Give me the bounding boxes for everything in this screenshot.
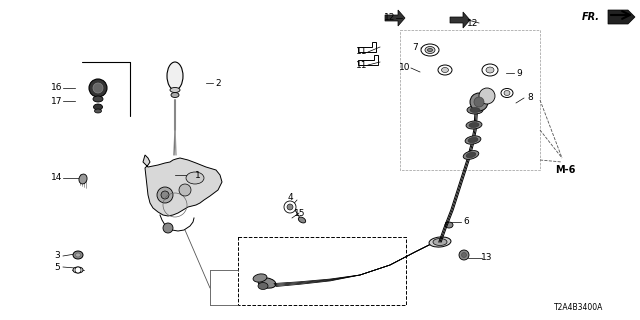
Ellipse shape (167, 62, 183, 90)
Text: 13: 13 (481, 253, 493, 262)
Circle shape (161, 191, 169, 199)
Bar (238, 237, 406, 305)
Polygon shape (450, 12, 470, 28)
Ellipse shape (504, 91, 510, 95)
Ellipse shape (253, 274, 267, 282)
Circle shape (93, 83, 103, 93)
Circle shape (75, 267, 81, 273)
Circle shape (479, 88, 495, 104)
Ellipse shape (93, 96, 103, 102)
Text: 17: 17 (51, 97, 63, 106)
Text: 15: 15 (294, 209, 306, 218)
Ellipse shape (421, 44, 439, 56)
Ellipse shape (429, 237, 451, 247)
Text: 6: 6 (463, 218, 469, 227)
Text: 2: 2 (215, 78, 221, 87)
Ellipse shape (486, 67, 494, 73)
Polygon shape (143, 155, 222, 216)
Text: 8: 8 (527, 93, 533, 102)
Text: 11: 11 (356, 47, 368, 57)
Ellipse shape (470, 108, 480, 113)
Ellipse shape (469, 123, 479, 128)
Circle shape (284, 201, 296, 213)
Ellipse shape (442, 68, 449, 73)
Text: 10: 10 (399, 63, 411, 73)
Text: FR.: FR. (582, 12, 600, 22)
Ellipse shape (298, 217, 306, 223)
Polygon shape (385, 10, 405, 26)
Ellipse shape (171, 92, 179, 98)
Circle shape (459, 250, 469, 260)
Ellipse shape (445, 222, 453, 228)
Text: 11: 11 (356, 60, 368, 69)
Text: M-6: M-6 (555, 165, 575, 175)
Circle shape (163, 223, 173, 233)
Ellipse shape (467, 106, 483, 114)
Ellipse shape (93, 104, 102, 110)
Text: 12: 12 (467, 19, 479, 28)
Text: 5: 5 (54, 263, 60, 273)
Text: 7: 7 (412, 44, 418, 52)
Text: 4: 4 (287, 194, 293, 203)
Circle shape (157, 187, 173, 203)
Ellipse shape (79, 174, 87, 184)
Ellipse shape (466, 121, 482, 129)
Text: 16: 16 (51, 84, 63, 92)
Ellipse shape (425, 46, 435, 53)
Circle shape (470, 93, 488, 111)
Circle shape (179, 184, 191, 196)
Circle shape (89, 79, 107, 97)
Ellipse shape (258, 283, 268, 290)
Ellipse shape (466, 152, 476, 158)
Ellipse shape (76, 253, 81, 257)
Ellipse shape (438, 65, 452, 75)
Ellipse shape (501, 89, 513, 98)
Text: 3: 3 (54, 252, 60, 260)
Ellipse shape (465, 136, 481, 144)
Circle shape (461, 252, 467, 258)
Ellipse shape (482, 64, 498, 76)
Ellipse shape (463, 151, 479, 159)
Circle shape (474, 97, 484, 107)
Ellipse shape (468, 137, 478, 143)
Polygon shape (358, 55, 378, 65)
Ellipse shape (258, 278, 276, 288)
Polygon shape (358, 42, 376, 52)
Ellipse shape (95, 109, 102, 113)
Ellipse shape (73, 267, 83, 273)
Ellipse shape (433, 238, 447, 245)
Polygon shape (608, 10, 635, 24)
Text: 14: 14 (51, 173, 63, 182)
Ellipse shape (170, 87, 180, 92)
Ellipse shape (73, 251, 83, 259)
Text: 12: 12 (384, 13, 396, 22)
Text: 1: 1 (195, 171, 201, 180)
Text: 9: 9 (516, 68, 522, 77)
Text: T2A4B3400A: T2A4B3400A (554, 303, 604, 313)
Ellipse shape (428, 49, 433, 52)
Circle shape (287, 204, 293, 210)
Ellipse shape (186, 172, 204, 184)
